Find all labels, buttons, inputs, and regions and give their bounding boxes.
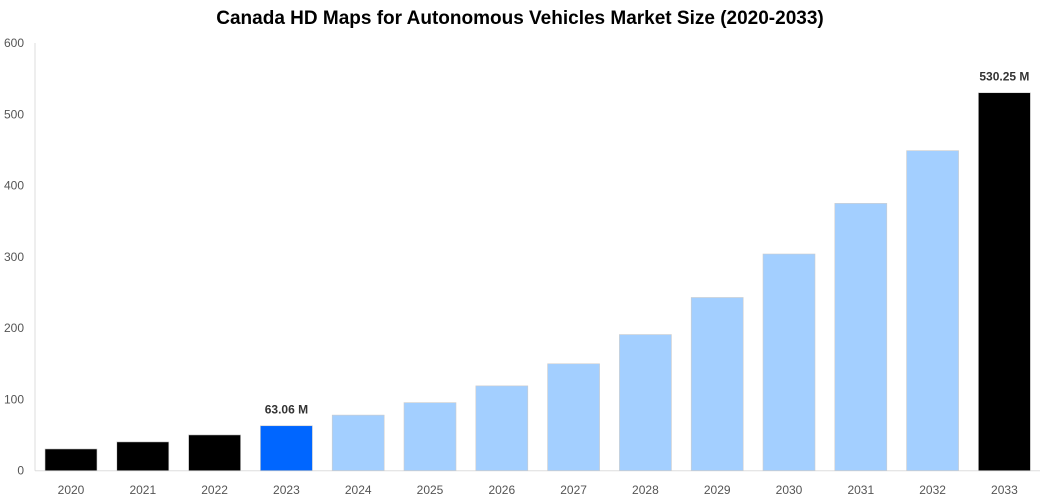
x-tick-label: 2032: [919, 483, 946, 497]
x-tick-label: 2027: [560, 483, 587, 497]
x-tick-label: 2029: [704, 483, 731, 497]
bar-2032: [906, 150, 959, 471]
bar-2023: [260, 425, 313, 471]
x-tick-label: 2023: [273, 483, 300, 497]
x-tick-label: 2021: [129, 483, 156, 497]
bar-2029: [690, 297, 744, 472]
x-tick-label: 2022: [201, 483, 228, 497]
y-tick-label: 600: [4, 36, 24, 50]
bar-2020: [44, 448, 98, 472]
bar-2030: [762, 253, 816, 472]
bar-2026: [475, 385, 529, 471]
y-tick-label: 300: [4, 250, 24, 264]
y-tick-label: 500: [4, 107, 24, 121]
y-tick-label: 400: [4, 179, 24, 193]
bar-2033: [978, 92, 1031, 472]
chart-title: Canada HD Maps for Autonomous Vehicles M…: [216, 8, 824, 29]
bar-2022: [188, 434, 241, 472]
x-tick-label: 2025: [417, 483, 444, 497]
y-tick-label: 200: [4, 321, 24, 335]
x-tick-label: 2031: [847, 483, 874, 497]
bar-2025: [403, 402, 457, 472]
bar-2028: [619, 334, 672, 471]
x-tick-label: 2026: [488, 483, 515, 497]
x-tick-label: 2033: [991, 483, 1018, 497]
x-tick-label: 2020: [58, 483, 85, 497]
x-tick-label: 2030: [776, 483, 803, 497]
bar-2031: [834, 203, 888, 471]
y-tick-label: 0: [17, 464, 24, 478]
bar-2021: [116, 441, 170, 471]
bar-2027: [547, 363, 600, 471]
data-label-2023: 63.06 M: [265, 403, 308, 417]
x-tick-label: 2024: [345, 483, 372, 497]
data-label-2033: 530.25 M: [979, 70, 1029, 84]
bar-2024: [331, 414, 385, 472]
y-tick-label: 100: [4, 392, 24, 406]
x-tick-label: 2028: [632, 483, 659, 497]
